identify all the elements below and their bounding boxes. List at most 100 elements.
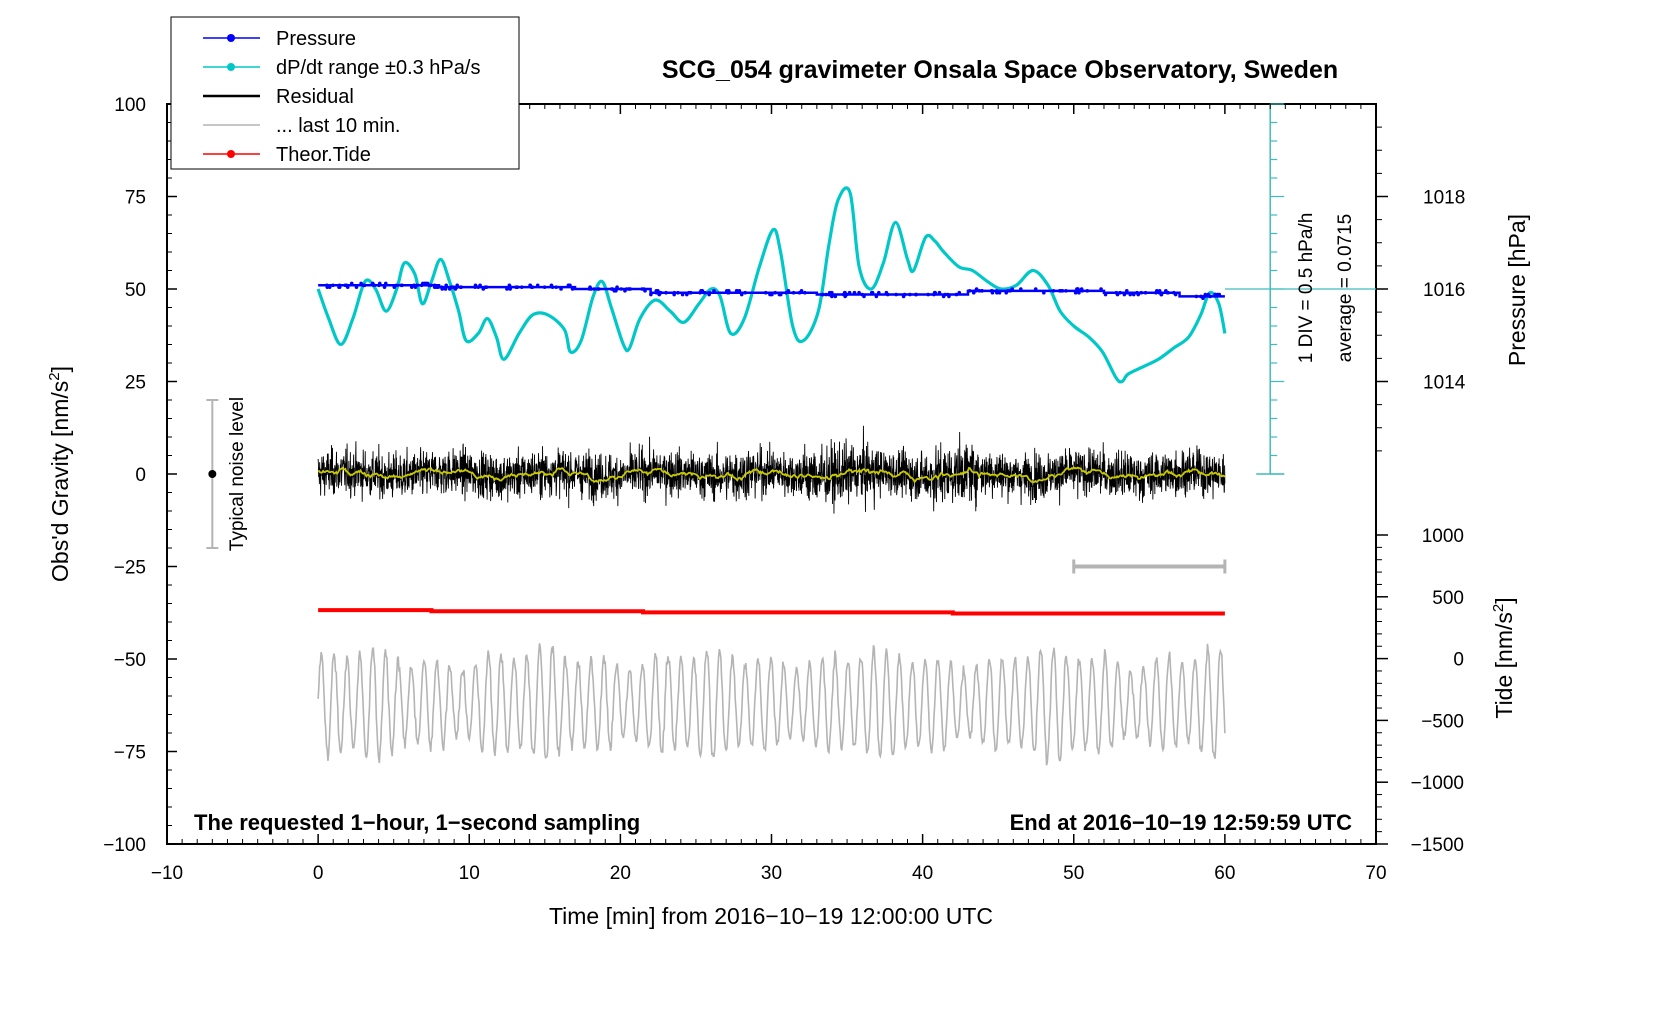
y-tick-label: −25: [114, 558, 146, 579]
scale-bar-label: 1 DIV = 0.5 hPa/h: [1296, 213, 1317, 364]
pressure-point: [1010, 287, 1014, 291]
pressure-point: [331, 283, 335, 288]
pressure-point: [737, 289, 742, 293]
x-tick-label: 50: [1063, 863, 1084, 884]
pressure-point: [399, 283, 404, 288]
pressure-point: [432, 285, 437, 289]
pressure-point: [937, 290, 942, 295]
pressure-point: [664, 290, 668, 295]
x-tick-label: 70: [1365, 863, 1386, 884]
pressure-point: [844, 292, 849, 297]
pressure-point: [519, 285, 524, 289]
pressure-point: [655, 290, 660, 295]
legend-entry: Theor.Tide: [203, 144, 371, 166]
pressure-point: [550, 285, 555, 289]
pressure-point: [484, 285, 489, 289]
pressure-point: [699, 289, 704, 293]
legend-entries: Pressure dP/dt range ±0.3 hPa/s Residual..…: [203, 28, 480, 166]
pressure-point: [980, 289, 984, 293]
pressure-point: [954, 292, 959, 297]
pressure-point: [914, 292, 919, 297]
legend-label: Pressure: [276, 28, 356, 50]
pressure-point: [514, 285, 518, 289]
theoretical-tide-series: [318, 608, 1225, 616]
pressure-point: [830, 294, 834, 299]
x-tick-label: 20: [610, 863, 631, 884]
noise-level-label: Typical noise level: [227, 397, 248, 551]
tide-line: [318, 608, 1225, 616]
pressure-point: [784, 290, 788, 295]
pressure-point: [1079, 287, 1084, 291]
pressure-point: [1059, 289, 1063, 293]
pressure-point: [481, 287, 486, 291]
x-tick-label: 30: [761, 863, 782, 884]
residual-smoothed-series: [317, 465, 1226, 484]
pressure-point: [609, 287, 614, 291]
pressure-point: [1051, 289, 1056, 293]
x-tick-label: 0: [313, 863, 324, 884]
legend-label: Theor.Tide: [276, 144, 371, 166]
tide-axis-label: Tide [nm/s2]: [1490, 597, 1517, 718]
pressure-point: [327, 285, 332, 289]
y-tick-label: 0: [135, 465, 146, 486]
pressure-point: [378, 281, 382, 286]
pressure-point: [627, 287, 632, 291]
pressure-point: [345, 285, 350, 289]
pressure-point: [852, 290, 857, 295]
pressure-point: [777, 292, 782, 297]
pressure-point: [649, 292, 653, 297]
x-tick-label: 10: [459, 863, 480, 884]
y-axis-label-close: ]: [47, 366, 73, 372]
pressure-point: [995, 290, 999, 295]
pressure-point: [902, 292, 907, 297]
tide-tick-label: 500: [1432, 588, 1464, 609]
pressure-tick-label: 1014: [1423, 373, 1466, 394]
pressure-point: [325, 283, 329, 288]
last-10-min-series: [317, 643, 1226, 766]
x-tick-label: 60: [1214, 863, 1235, 884]
pressure-point: [440, 287, 445, 291]
pressure-point: [428, 283, 433, 288]
pressure-point: [568, 283, 572, 288]
pressure-point: [990, 289, 994, 293]
pressure-point: [672, 290, 677, 295]
last-10-min-line: [317, 643, 1226, 766]
chart-title: SCG_054 gravimeter Onsala Space Observat…: [662, 56, 1338, 84]
pressure-point: [1033, 287, 1038, 291]
legend-label: Residual: [276, 86, 354, 108]
pressure-rate-scale-bar: [1224, 103, 1376, 475]
pressure-point: [824, 292, 828, 297]
pressure-point: [592, 287, 596, 291]
dpdt-line: [316, 186, 1227, 384]
legend-entry: Residual: [203, 86, 354, 108]
pressure-point: [424, 281, 428, 286]
pressure-point: [554, 285, 558, 289]
pressure-point: [642, 287, 646, 291]
pressure-point: [1128, 292, 1132, 297]
noise-bar-center: [208, 470, 217, 478]
pressure-point: [926, 292, 930, 297]
pressure-point: [799, 289, 804, 293]
pressure-point: [362, 283, 367, 288]
pressure-point: [535, 283, 540, 288]
x-tick-label: −10: [151, 863, 183, 884]
pressure-point: [735, 289, 739, 293]
y-axis-label-sup: 2: [46, 372, 63, 380]
legend-entry: ... last 10 min.: [203, 115, 401, 137]
y-axis-label: Obs'd Gravity [nm/s2]: [46, 366, 73, 582]
pressure-point: [1157, 290, 1162, 295]
y-tick-label: −75: [114, 743, 146, 764]
pressure-point: [689, 290, 693, 295]
pressure-point: [451, 285, 456, 289]
pressure-point: [570, 287, 575, 291]
legend: Pressure dP/dt range ±0.3 hPa/s Residual..…: [170, 16, 520, 170]
tide-tick-label: −1000: [1411, 773, 1464, 794]
pressure-point: [1085, 289, 1090, 293]
pressure-point: [885, 292, 890, 297]
tide-tick-label: −1500: [1411, 835, 1464, 856]
y-tick-label: −100: [103, 835, 146, 856]
pressure-point: [1122, 292, 1127, 297]
pressure-point: [612, 289, 617, 293]
pressure-point: [1118, 290, 1122, 295]
tide-tick-label: −500: [1421, 711, 1464, 732]
